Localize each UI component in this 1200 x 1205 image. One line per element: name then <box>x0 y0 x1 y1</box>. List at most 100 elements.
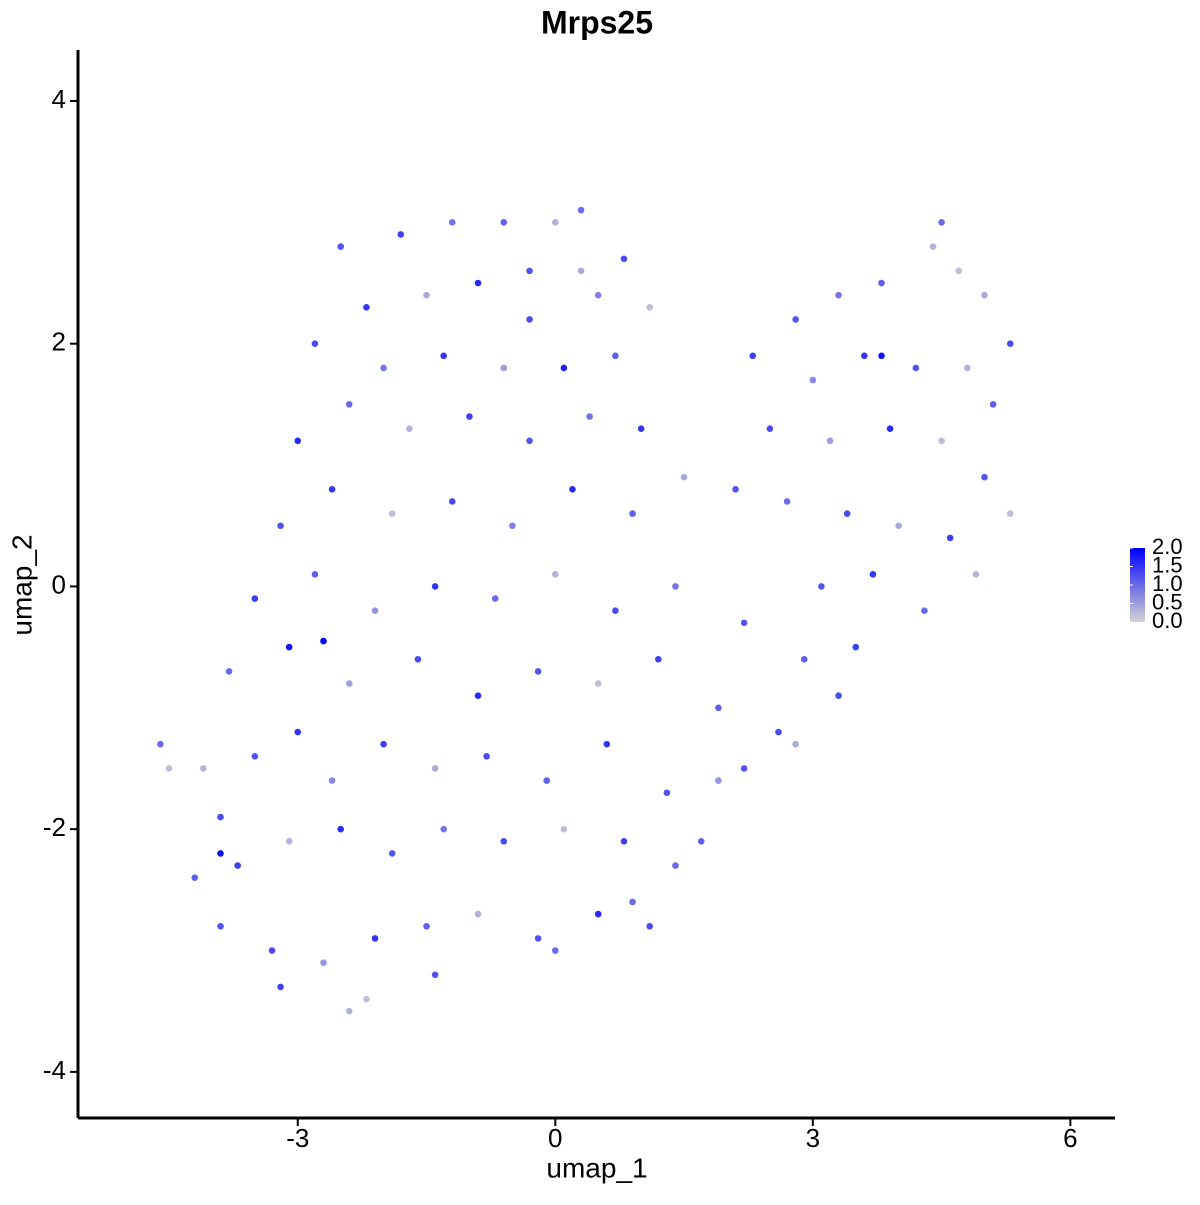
point <box>972 570 980 578</box>
point <box>345 1007 353 1015</box>
point <box>715 777 722 784</box>
point <box>895 522 902 530</box>
point <box>534 935 542 942</box>
point <box>200 765 207 772</box>
point <box>715 704 722 712</box>
point <box>663 789 671 797</box>
point <box>1006 340 1014 348</box>
point <box>766 425 774 432</box>
point <box>835 291 842 299</box>
point <box>835 692 842 699</box>
point <box>380 364 387 372</box>
point <box>594 910 602 918</box>
point <box>955 267 963 275</box>
point <box>938 437 945 445</box>
point <box>843 510 851 517</box>
point <box>560 364 568 372</box>
point <box>534 668 542 675</box>
y-tick-label: 4 <box>52 84 66 114</box>
point <box>672 862 679 869</box>
point <box>586 413 593 420</box>
point <box>431 583 439 590</box>
point <box>234 862 241 869</box>
point <box>620 255 628 263</box>
x-tick-label: 0 <box>548 1123 562 1153</box>
point <box>328 486 336 493</box>
point <box>921 607 928 614</box>
point <box>929 243 937 250</box>
point <box>886 425 894 432</box>
point <box>225 668 233 675</box>
point <box>852 643 860 651</box>
point <box>474 279 482 287</box>
point <box>551 219 559 226</box>
colorbar-tick-label: 0.5 <box>1152 589 1183 614</box>
point <box>672 583 679 590</box>
point <box>440 825 447 833</box>
point <box>423 922 430 930</box>
x-tick-label: 6 <box>1063 1123 1077 1153</box>
point <box>740 619 748 627</box>
point <box>697 837 705 845</box>
colorbar-tick-label: 2.0 <box>1152 534 1183 559</box>
point <box>861 352 868 360</box>
point <box>637 425 645 432</box>
point <box>431 765 439 772</box>
point <box>251 753 259 760</box>
point <box>577 267 585 275</box>
point <box>981 291 988 299</box>
point <box>981 473 988 481</box>
point <box>277 522 284 530</box>
point <box>629 510 636 517</box>
point <box>483 753 490 760</box>
point <box>311 570 319 578</box>
point <box>440 352 447 360</box>
point <box>345 680 353 687</box>
point <box>594 680 602 687</box>
point <box>800 655 808 663</box>
point <box>783 498 791 505</box>
point <box>268 947 276 954</box>
point <box>406 425 413 432</box>
point <box>655 655 662 663</box>
point <box>775 728 782 736</box>
point <box>397 231 405 238</box>
y-tick-label: -4 <box>43 1055 66 1085</box>
point <box>603 740 611 748</box>
x-tick-label: -3 <box>286 1123 309 1153</box>
point <box>1006 510 1014 517</box>
point <box>912 364 920 372</box>
point <box>964 364 971 372</box>
point <box>294 728 302 736</box>
point <box>157 740 164 748</box>
point <box>320 959 327 966</box>
point <box>500 219 508 226</box>
point <box>423 291 430 299</box>
point <box>869 570 877 578</box>
point <box>792 740 799 748</box>
point <box>311 340 319 348</box>
point <box>646 922 654 930</box>
point <box>217 850 224 857</box>
colorbar-tick-label: 1.5 <box>1152 552 1183 577</box>
colorbar <box>1130 548 1145 622</box>
point <box>294 437 302 445</box>
point <box>345 401 353 408</box>
point <box>466 413 473 420</box>
point <box>217 813 224 821</box>
y-tick-label: -2 <box>43 812 66 842</box>
colorbar-tick-label: 1.0 <box>1152 571 1183 596</box>
point <box>380 740 387 748</box>
point <box>878 352 885 360</box>
point <box>543 777 551 784</box>
point <box>474 692 482 699</box>
point <box>792 316 799 323</box>
point <box>749 352 757 360</box>
point <box>551 570 559 578</box>
point <box>371 935 379 942</box>
point <box>818 583 825 590</box>
point <box>363 995 370 1003</box>
point <box>371 607 379 614</box>
x-tick-label: 3 <box>806 1123 820 1153</box>
